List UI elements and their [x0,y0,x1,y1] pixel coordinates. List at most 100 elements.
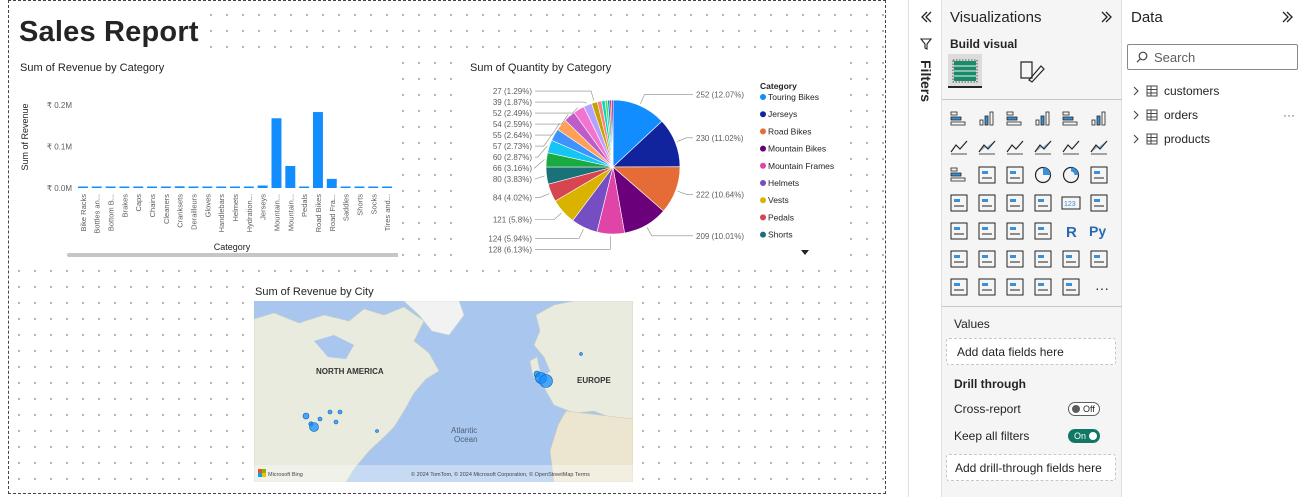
data-table-customers[interactable]: customers [1132,84,1219,98]
more-visuals-button[interactable]: ··· [1095,280,1109,296]
100-stacked-bar-icon[interactable] [1060,108,1082,130]
horizontal-scrollbar[interactable] [67,253,398,257]
clustered-column-chart-icon[interactable] [1032,108,1054,130]
map-bubble[interactable] [337,409,343,415]
100-stacked-column-icon[interactable] [1088,108,1110,130]
build-visual-tab[interactable] [948,54,982,88]
legend-item[interactable]: Helmets [768,178,799,188]
azure-map-icon[interactable] [1004,192,1026,214]
key-influencers-icon[interactable] [948,248,970,270]
treemap-icon[interactable] [1088,164,1110,186]
bar[interactable] [105,186,116,189]
pie-slice[interactable] [611,99,614,168]
r-visual-icon[interactable]: R [1060,220,1082,242]
collapse-data-icon[interactable] [1280,10,1296,24]
legend-item[interactable]: Mountain Bikes [768,144,826,154]
bar[interactable] [312,112,323,188]
bar[interactable] [147,186,158,189]
map-icon[interactable] [948,192,970,214]
table-icon[interactable] [1004,220,1026,242]
bar[interactable] [368,186,379,189]
map-bubble[interactable] [317,416,323,422]
map-bubble[interactable] [327,409,333,415]
line-clustered-column-icon[interactable] [1060,136,1082,158]
chevron-right-icon[interactable] [1132,86,1140,96]
legend-item[interactable]: Pedals [768,212,794,222]
map-canvas[interactable]: NORTH AMERICA EUROPE Atlantic Ocean [254,301,633,482]
bar[interactable] [299,186,310,189]
map-bubble[interactable] [579,352,583,356]
legend-item[interactable]: Vests [768,195,789,205]
pie-chart-icon[interactable] [1032,164,1054,186]
drill-through-well[interactable]: Add drill-through fields here [946,454,1116,481]
chevron-right-icon[interactable] [1132,110,1140,120]
paginated-report-icon[interactable] [1088,248,1110,270]
clustered-bar-chart-icon[interactable] [1004,108,1026,130]
line-chart-icon[interactable] [948,136,970,158]
keep-all-filters-toggle[interactable]: On [1068,429,1100,443]
title-textbox[interactable] [14,12,204,52]
map-bubble[interactable] [539,374,553,388]
waterfall-chart-icon[interactable] [948,164,970,186]
map-bubble[interactable] [375,429,379,433]
bar[interactable] [271,118,282,188]
multi-row-card-icon[interactable] [1088,192,1110,214]
bar[interactable] [77,186,88,189]
legend-item[interactable]: Touring Bikes [768,92,819,102]
power-automate-icon[interactable] [976,276,998,298]
gauge-icon[interactable] [1032,192,1054,214]
legend-item[interactable]: Road Bikes [768,126,811,136]
funnel-chart-icon[interactable] [976,164,998,186]
data-table-products[interactable]: products [1132,132,1210,146]
bar[interactable] [230,186,240,189]
data-table-orders[interactable]: orders [1132,108,1198,122]
map-bubble[interactable] [309,422,319,432]
line-column-icon[interactable] [1032,136,1054,158]
values-well[interactable]: Add data fields here [946,338,1116,365]
bar[interactable] [216,186,227,189]
power-apps-icon[interactable] [948,276,970,298]
filters-label[interactable]: Filters [918,60,934,103]
bar[interactable] [188,186,199,189]
pie-slice[interactable] [612,99,663,168]
smart-narrative-icon[interactable] [1032,248,1054,270]
data-search-box[interactable]: Search [1127,44,1298,70]
bar[interactable] [202,186,213,189]
bar[interactable] [174,186,185,188]
map-attribution[interactable]: © 2024 TomTom, © 2024 Microsoft Corporat… [411,471,590,478]
kpi-icon[interactable] [948,220,970,242]
flow-visual-icon[interactable] [1060,276,1082,298]
cross-report-toggle[interactable]: Off [1068,402,1100,416]
python-visual-icon[interactable]: Py [1088,220,1110,242]
orders-more-options[interactable]: ··· [1283,108,1295,122]
legend-item[interactable]: Jerseys [768,109,797,119]
bar[interactable] [243,186,254,189]
bar-chart-visual[interactable] [14,58,398,261]
bar[interactable] [326,178,337,188]
arcgis-map-icon[interactable] [1004,276,1026,298]
filled-map-icon[interactable] [976,192,998,214]
bar[interactable] [119,186,130,189]
stacked-bar-chart-icon[interactable] [948,108,970,130]
scatter-chart-icon[interactable] [1004,164,1026,186]
area-chart-icon[interactable] [976,136,998,158]
bar[interactable] [257,185,268,188]
bar[interactable] [354,186,365,189]
stacked-area-icon[interactable] [1004,136,1026,158]
diamond-visual-icon[interactable] [1032,276,1054,298]
card-icon[interactable]: 123 [1060,192,1082,214]
donut-chart-icon[interactable] [1060,164,1082,186]
chevron-right-icon[interactable] [1132,134,1140,144]
filters-pane-collapsed[interactable] [908,0,942,497]
matrix-icon[interactable] [1032,220,1054,242]
legend-item[interactable]: Mountain Frames [768,161,834,171]
legend-item[interactable]: Shorts [768,230,793,240]
bar[interactable] [340,186,351,189]
bar[interactable] [133,186,144,189]
bar[interactable] [91,186,102,189]
decomposition-tree-icon[interactable] [976,248,998,270]
map-bubble[interactable] [302,412,310,420]
format-visual-tab[interactable] [1016,56,1046,86]
collapse-visualizations-icon[interactable] [1099,10,1115,24]
slicer-icon[interactable] [976,220,998,242]
